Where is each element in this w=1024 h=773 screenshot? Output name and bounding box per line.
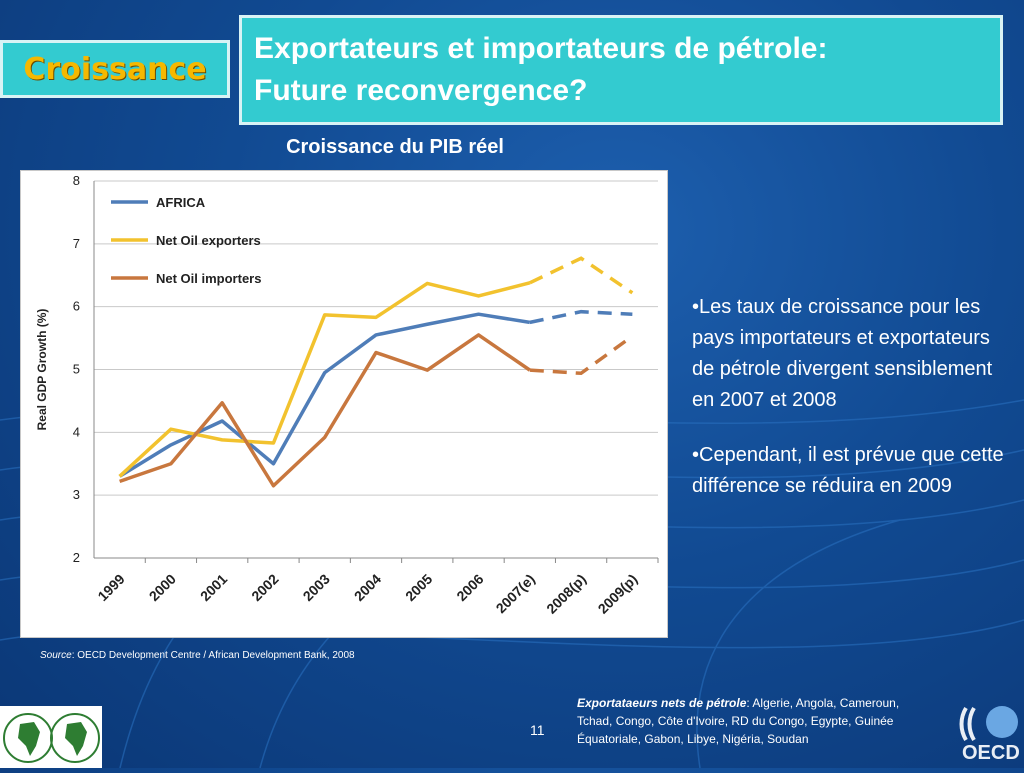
series-projection-line xyxy=(529,334,634,376)
series-line xyxy=(119,333,531,488)
legend-label: AFRICA xyxy=(156,195,206,210)
slide-title: Exportateurs et importateurs de pétrole:… xyxy=(239,15,1003,125)
source-note: Source: OECD Development Centre / Africa… xyxy=(40,650,355,661)
x-tick-label: 2009(p) xyxy=(595,571,641,617)
y-tick-label: 2 xyxy=(73,550,80,565)
y-tick-label: 8 xyxy=(73,173,80,188)
x-tick-label: 2002 xyxy=(248,571,281,604)
bullet-item: •Les taux de croissance pour les pays im… xyxy=(692,296,993,411)
x-tick-label: 2007(e) xyxy=(492,571,537,616)
x-tick-label: 2003 xyxy=(300,571,333,604)
footnote-text: : Algerie, Angola, Cameroun, Tchad, Cong… xyxy=(577,696,900,746)
series-projection-line xyxy=(529,309,633,325)
oecd-logo-icon xyxy=(958,700,1024,768)
y-tick-label: 3 xyxy=(73,487,80,502)
x-tick-label: 1999 xyxy=(94,571,127,604)
chart-frame: 2 3 4 5 6 7 8 Real GDP Growth (%) 1999 2000 2001 20… xyxy=(20,170,668,638)
oecd-label: OECD xyxy=(962,742,1020,764)
y-tick-label: 6 xyxy=(73,299,80,314)
legend-label: Net Oil exporters xyxy=(156,233,261,248)
bullet-list: •Les taux de croissance pour les pays im… xyxy=(692,292,1012,526)
page-number: 11 xyxy=(530,722,545,738)
section-badge: Croissance xyxy=(0,40,230,98)
legend-label: Net Oil importers xyxy=(156,271,261,286)
source-text: : OECD Development Centre / African Deve… xyxy=(71,650,355,661)
x-tick-label: 2000 xyxy=(146,571,179,604)
y-tick-label: 5 xyxy=(73,362,80,377)
y-tick-label: 4 xyxy=(73,424,80,439)
x-tick-label: 2005 xyxy=(402,571,435,604)
series-projection-line xyxy=(529,256,634,295)
bullet-item: •Cependant, il est prévue que cette diff… xyxy=(692,444,1004,497)
series-line xyxy=(118,281,531,478)
footnote-label: Exportataeurs nets de pétrole xyxy=(577,696,747,710)
afdb-logo-icon xyxy=(0,706,102,768)
gdp-growth-chart: 2 3 4 5 6 7 8 Real GDP Growth (%) 1999 2000 2001 20… xyxy=(35,173,659,617)
slide-title-line1: Exportateurs et importateurs de pétrole: xyxy=(254,32,828,65)
section-label: Croissance xyxy=(23,51,207,87)
chart-heading: Croissance du PIB réel xyxy=(286,136,504,158)
x-tick-label: 2001 xyxy=(197,571,230,604)
source-label: Source xyxy=(40,650,72,661)
x-tick-label: 2006 xyxy=(453,571,486,604)
exporters-footnote: Exportataeurs nets de pétrole: Algerie, … xyxy=(577,694,937,748)
x-tick-label: 2008(p) xyxy=(543,571,589,617)
y-axis-label: Real GDP Growth (%) xyxy=(35,309,49,431)
slide-title-line2: Future reconvergence? xyxy=(254,74,588,107)
y-tick-label: 7 xyxy=(73,236,80,251)
series-line xyxy=(118,312,531,478)
x-tick-label: 2004 xyxy=(351,571,384,604)
